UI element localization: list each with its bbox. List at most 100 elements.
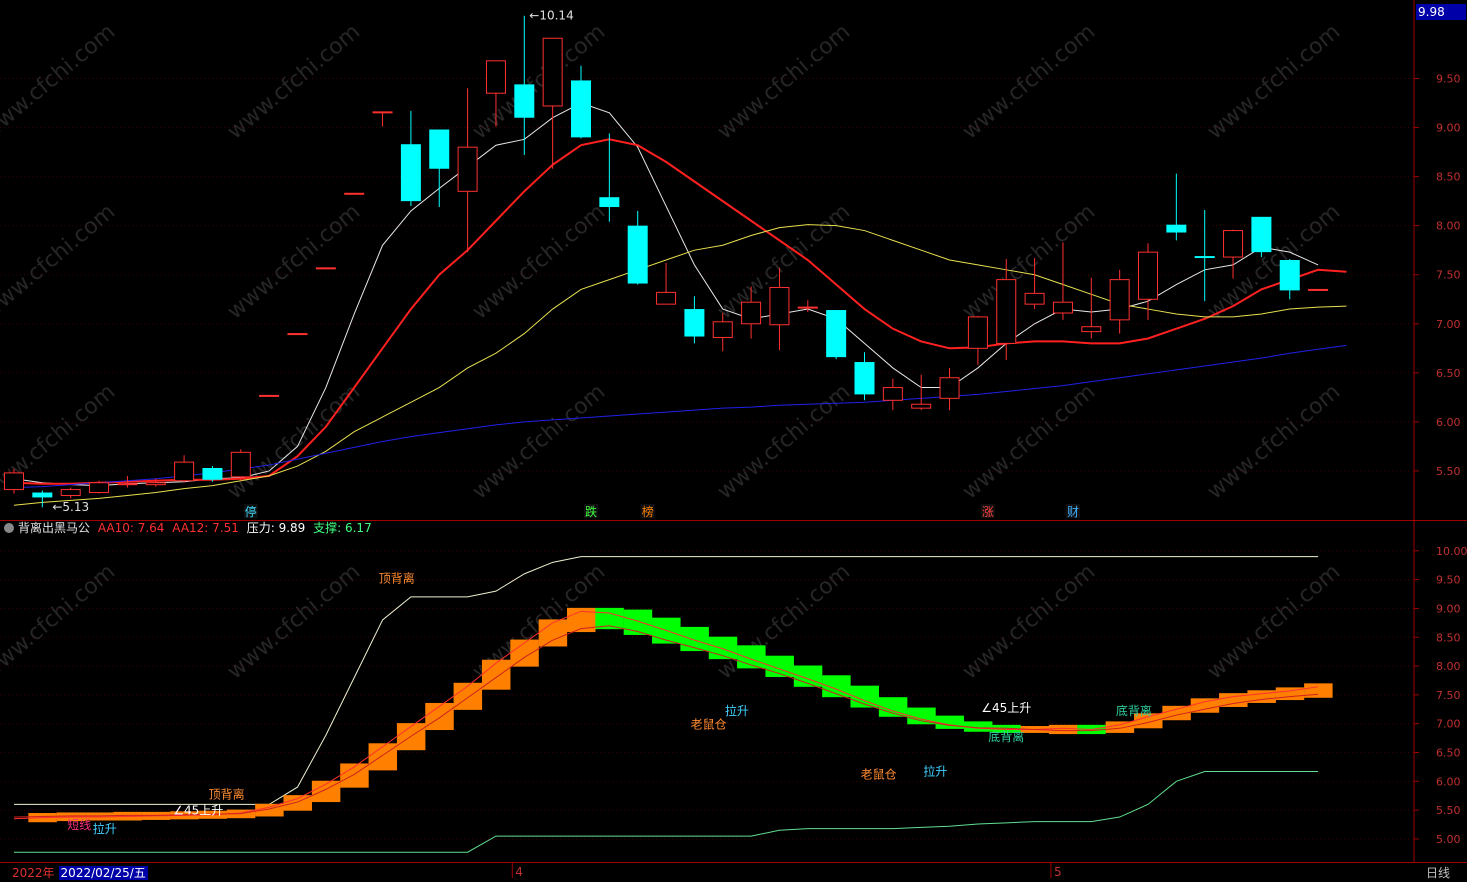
- candle: [429, 129, 450, 208]
- candle: [684, 296, 705, 344]
- watermark-text: www.cfchi.com: [468, 199, 610, 324]
- indicator-toggle-icon[interactable]: [4, 523, 14, 533]
- price-axis-tick-label: 7.50: [1436, 269, 1461, 282]
- candle-body: [485, 60, 506, 94]
- signal-annotation: 拉升: [725, 703, 749, 718]
- indicator-axis-tick-label: 9.00: [1436, 602, 1461, 615]
- candle-body: [542, 37, 563, 107]
- month-label: 5: [1054, 865, 1062, 879]
- candle-body: [145, 482, 166, 486]
- price-axis-tick-label: 6.50: [1436, 367, 1461, 380]
- candle-body: [89, 482, 110, 494]
- candle: [1194, 209, 1215, 302]
- year-label: 2022年: [12, 866, 55, 880]
- current-price-label: 9.98: [1416, 4, 1466, 20]
- signal-annotation: 拉升: [923, 764, 947, 779]
- candle: [145, 478, 166, 487]
- candle-body: [939, 377, 960, 399]
- candle-body: [656, 291, 677, 305]
- indicator-axis-tick-label: 8.50: [1436, 631, 1461, 644]
- candle: [627, 210, 648, 285]
- candle-body: [287, 333, 308, 336]
- indicator-axis-tick-label: 5.50: [1436, 804, 1461, 817]
- moving-average-line: [13, 344, 1347, 489]
- indicator-name: 背离出黑马公: [18, 521, 91, 535]
- indicator-band-block: [538, 619, 568, 647]
- candle: [202, 466, 223, 482]
- candle: [854, 352, 875, 401]
- price-axis-tick-label: 7.00: [1436, 318, 1461, 331]
- indicator-axis-tick-label: 6.50: [1436, 747, 1461, 760]
- aa12-line: [13, 625, 1319, 818]
- price-axis-tick-label: 6.00: [1436, 416, 1461, 429]
- indicator-axis-tick-label: 7.00: [1436, 718, 1461, 731]
- candle: [1166, 173, 1187, 241]
- candle: [400, 110, 421, 207]
- candle-body: [344, 192, 365, 195]
- candle-body: [1251, 216, 1272, 253]
- candle-body: [967, 316, 988, 349]
- candle-body: [1109, 279, 1130, 321]
- indicator-axis-tick-label: 5.00: [1436, 833, 1461, 846]
- candle-body: [1024, 292, 1045, 305]
- cursor-date-label[interactable]: 2022/02/25/五: [58, 866, 148, 880]
- indicator-axis-tick-label: 7.50: [1436, 689, 1461, 702]
- event-marker: 财: [1067, 505, 1079, 519]
- indicator-band-block: [878, 697, 908, 717]
- candle: [60, 487, 81, 499]
- event-marker-bg: [640, 504, 655, 518]
- event-marker: 榜: [642, 504, 654, 519]
- candle-body: [315, 267, 336, 270]
- candle: [712, 312, 733, 352]
- candle: [259, 394, 280, 397]
- indicator-band-block: [595, 607, 624, 630]
- month-label: 4: [515, 865, 523, 879]
- watermark-text: www.cfchi.com: [1203, 379, 1345, 504]
- signal-annotation: 老鼠仓: [691, 717, 727, 731]
- candle: [1223, 229, 1244, 279]
- indicator-band-block: [1134, 713, 1163, 729]
- high-price-label: ←10.14: [529, 9, 573, 23]
- candle: [1109, 269, 1130, 334]
- candle-body: [1279, 260, 1300, 291]
- low-price-label: ←5.13: [52, 500, 89, 514]
- indicator-band-block: [85, 812, 114, 821]
- candle-body: [826, 310, 847, 358]
- indicator-band-block: [963, 721, 993, 732]
- event-marker-bg: [243, 504, 258, 518]
- candle: [1138, 243, 1158, 320]
- candle-body: [712, 321, 733, 339]
- candle-body: [514, 84, 535, 118]
- period-label[interactable]: 日线: [1426, 866, 1451, 880]
- candle-body: [60, 489, 81, 496]
- candle: [741, 286, 762, 339]
- indicator-band-block: [481, 659, 511, 690]
- candle-body: [769, 286, 790, 326]
- watermark-text: www.cfchi.com: [223, 199, 365, 324]
- candle: [287, 333, 308, 336]
- signal-annotation: ∠45上升: [173, 804, 223, 818]
- candle: [344, 192, 365, 195]
- candle: [1052, 242, 1073, 320]
- indicator-value-pressure: 压力: 9.89: [246, 521, 306, 535]
- watermark-text: www.cfchi.com: [223, 19, 365, 144]
- pressure-line: [14, 556, 1319, 805]
- indicator-axis-tick-label: 8.00: [1436, 660, 1461, 673]
- candle: [826, 310, 847, 360]
- candle: [485, 60, 506, 127]
- watermark-text: www.cfchi.com: [0, 19, 120, 144]
- event-marker-bg: [584, 504, 598, 518]
- price-axis-tick-label: 9.00: [1436, 122, 1461, 135]
- candle-body: [1223, 230, 1244, 258]
- signal-annotation: 拉升: [93, 821, 117, 836]
- candle: [599, 133, 620, 222]
- candle-body: [372, 111, 393, 114]
- candle: [1024, 258, 1045, 310]
- candle: [1279, 259, 1300, 300]
- indicator-band-block: [935, 715, 965, 729]
- candle: [1308, 288, 1329, 291]
- candle: [514, 15, 535, 156]
- candle-body: [457, 146, 478, 192]
- watermark-text: www.cfchi.com: [713, 19, 855, 144]
